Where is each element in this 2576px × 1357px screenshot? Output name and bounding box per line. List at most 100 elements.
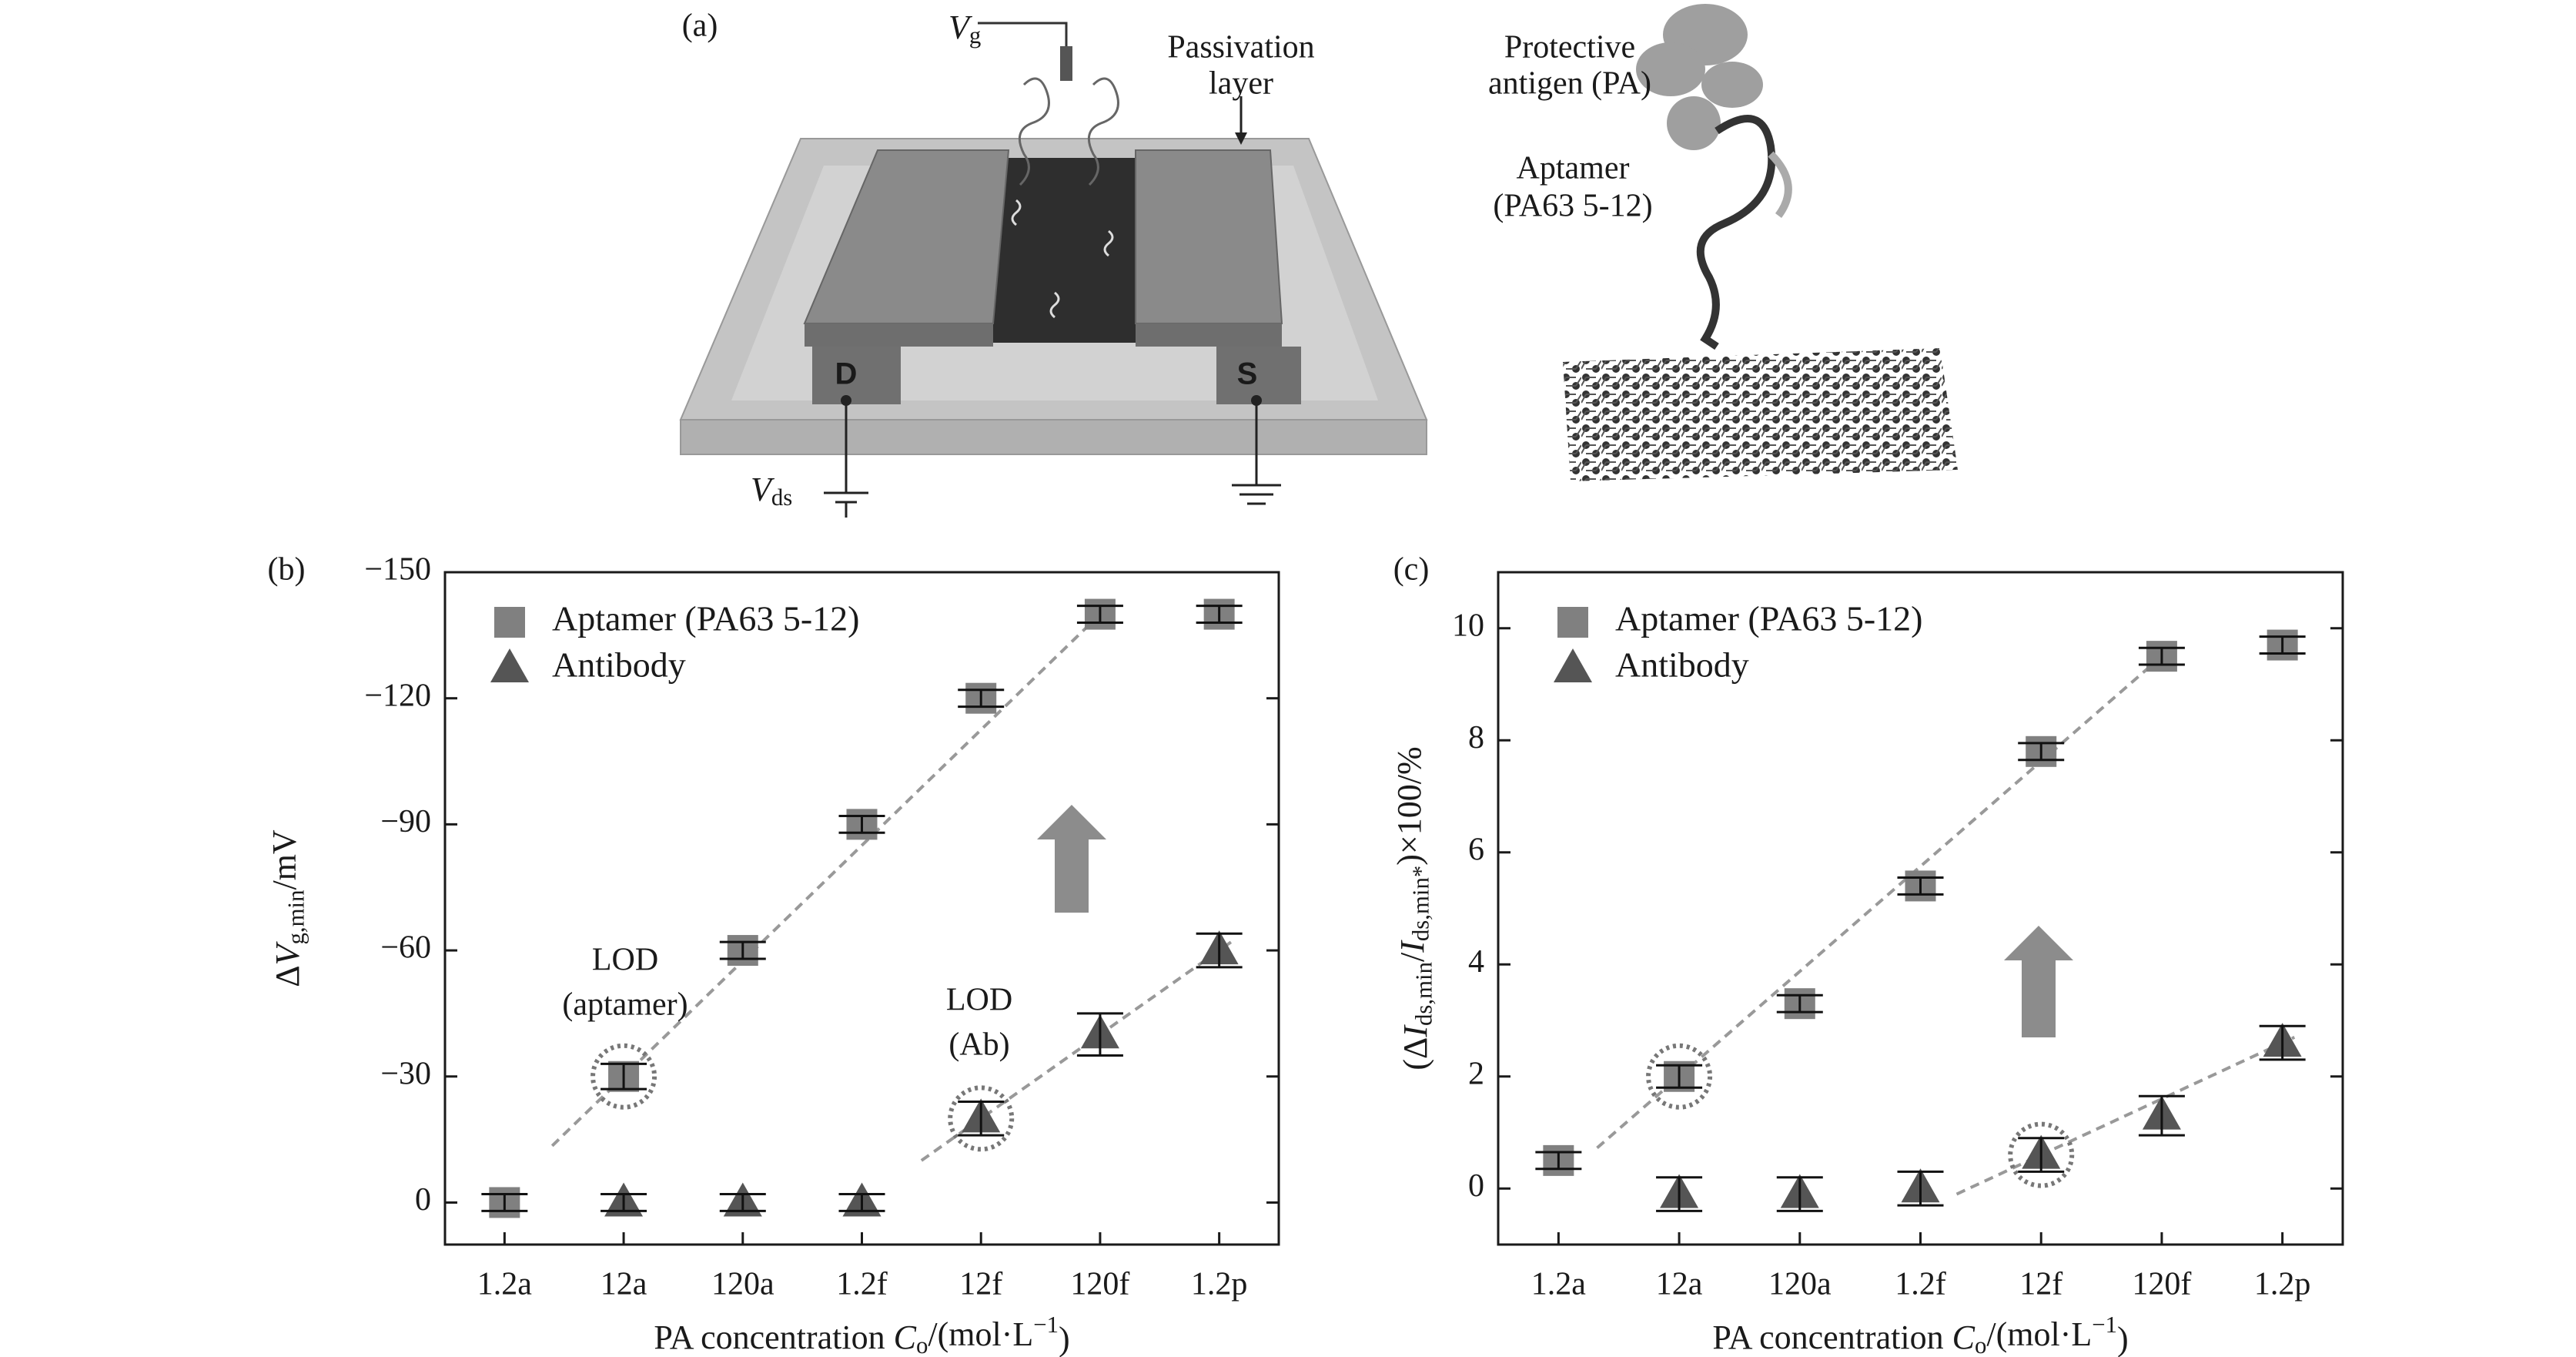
text-segment: ds,min* [1407, 866, 1434, 941]
annotation: LOD [592, 943, 658, 978]
error-bar [719, 940, 766, 960]
source-label: S [1237, 357, 1258, 391]
text-segment: Δ [269, 965, 306, 987]
text-segment: (Δ [1397, 1037, 1434, 1071]
error-bar [2138, 1094, 2185, 1137]
error-bar [2259, 635, 2306, 655]
text-segment: )×100/% [1390, 746, 1428, 865]
error-bar [2018, 1137, 2065, 1173]
error-bar [1076, 605, 1123, 624]
y-tick-label: −60 [380, 930, 431, 966]
aptamer-label: Aptamer [1517, 151, 1630, 186]
x-tick-label: 1.2p [1191, 1267, 1248, 1302]
text-segment: PA concentration [654, 1318, 893, 1356]
error-bar [601, 1062, 647, 1091]
legend-marker [1554, 648, 1592, 682]
y-axis-label: ΔVg,min/mV [266, 829, 309, 987]
text-segment: ds [771, 484, 792, 511]
x-axis-label: PA concentration Co/(mol·L−1) [654, 1312, 1069, 1357]
device-diagram [679, 22, 1428, 518]
antigen-label: antigen (PA) [1488, 66, 1651, 102]
x-tick-label: 1.2f [836, 1267, 888, 1302]
x-tick-label: 120f [2132, 1267, 2191, 1302]
passivation-label: layer [1209, 66, 1273, 102]
x-tick-label: 1.2a [477, 1267, 533, 1302]
error-bar [838, 1193, 885, 1212]
text-segment: ) [2117, 1320, 2129, 1357]
legend-marker [494, 607, 525, 638]
error-bar [719, 1193, 766, 1212]
text-segment: o [916, 1332, 928, 1357]
error-bar [1076, 1012, 1123, 1057]
error-bar [1196, 605, 1243, 624]
y-tick-label: −90 [380, 804, 431, 839]
text-segment: V [751, 471, 775, 508]
error-bar [958, 689, 1005, 709]
trend-line [550, 613, 1102, 1148]
error-bar [1196, 932, 1243, 969]
error-bar [1776, 1176, 1823, 1212]
annotation: LOD [946, 983, 1012, 1018]
vds-label: Vds [751, 471, 792, 511]
text-segment: I [1397, 1024, 1434, 1038]
error-bar [1656, 1064, 1703, 1089]
y-tick-label: −150 [364, 552, 431, 588]
antigen-label: Protective [1504, 30, 1635, 65]
lod-circle [1646, 1043, 1713, 1110]
error-bar [1776, 993, 1823, 1014]
x-tick-label: 1.2a [1531, 1267, 1587, 1302]
text-segment: /mV [266, 829, 303, 890]
error-bar [2259, 1024, 2306, 1061]
panel-label: (b) [268, 552, 306, 588]
legend-label: Aptamer (PA63 5-12) [1615, 599, 1922, 638]
x-tick-label: 1.2p [2254, 1267, 2311, 1302]
text-segment: o [1975, 1332, 1986, 1357]
text-segment: PA concentration [1712, 1318, 1952, 1356]
error-bar [1897, 1170, 1944, 1207]
lod-circle [590, 1043, 657, 1110]
legend-marker [1557, 607, 1588, 638]
text-segment: g [969, 22, 981, 49]
text-segment: −1 [2092, 1312, 2117, 1338]
text-segment: −1 [1033, 1312, 1059, 1338]
text-segment: I [1393, 940, 1431, 953]
y-axis-label: (ΔIds,min/Ids,min*)×100/% [1390, 746, 1437, 1070]
x-tick-label: 12a [1656, 1267, 1703, 1302]
error-bar [2138, 646, 2185, 666]
text-segment: C [894, 1318, 917, 1356]
x-axis-label: PA concentration Co/(mol·L−1) [1712, 1312, 2128, 1357]
text-segment: V [269, 940, 306, 965]
panel-label: (a) [682, 8, 718, 44]
y-tick-label: 4 [1468, 944, 1484, 980]
annotation: (Ab) [948, 1027, 1009, 1063]
lod-circle [948, 1085, 1015, 1152]
arrow [2004, 926, 2073, 1037]
x-tick-label: 12f [2019, 1267, 2062, 1302]
text-segment: /(mol·L [928, 1315, 1033, 1353]
y-tick-label: −30 [380, 1056, 431, 1091]
legend-label: Antibody [1615, 645, 1749, 685]
text-segment: /(mol·L [1986, 1315, 2092, 1353]
graphene-diagram [1563, 4, 1958, 481]
error-bar [481, 1193, 528, 1212]
x-tick-label: 1.2f [1895, 1267, 1946, 1302]
error-bar [1897, 876, 1944, 896]
x-tick-label: 12a [601, 1267, 647, 1302]
x-tick-label: 12f [959, 1267, 1002, 1302]
error-bar [1656, 1176, 1703, 1212]
y-tick-label: −120 [364, 678, 431, 713]
text-segment: / [1393, 952, 1431, 962]
legend-label: Antibody [552, 645, 686, 685]
legend-label: Aptamer (PA63 5-12) [552, 599, 859, 638]
y-tick-label: 10 [1452, 608, 1484, 643]
panel-label: (c) [1393, 552, 1430, 588]
text-segment: ds,min [1410, 962, 1437, 1026]
y-tick-label: 0 [1468, 1168, 1484, 1204]
text-segment: C [1952, 1318, 1975, 1356]
y-tick-label: 0 [415, 1182, 431, 1218]
gate-label: Vg [948, 8, 981, 49]
error-bar [838, 814, 885, 834]
error-bar [601, 1193, 647, 1212]
text-segment: ) [1059, 1320, 1070, 1357]
